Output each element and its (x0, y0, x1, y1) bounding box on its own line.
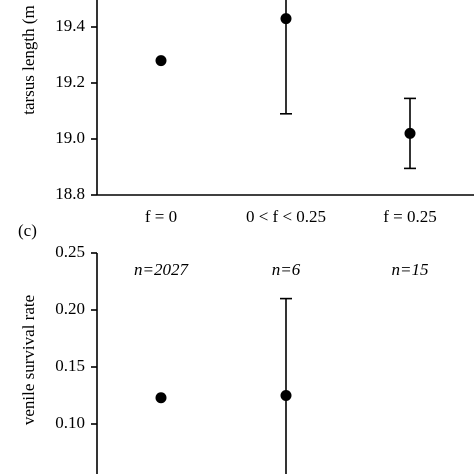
point (280, 13, 292, 25)
x-tick-label: 0 < f < 0.25 (246, 207, 326, 226)
y-tick-label: 0.15 (55, 356, 85, 375)
panel-label: (c) (18, 221, 37, 240)
annotation: n=6 (272, 260, 301, 279)
x-tick-label: f = 0 (145, 207, 177, 226)
y-tick-label: 19.4 (55, 16, 85, 35)
point (155, 392, 167, 404)
y-tick-label: 0.25 (55, 242, 85, 261)
y-axis-label: venile survival rate (19, 295, 38, 425)
y-tick-label: 0.20 (55, 299, 85, 318)
annotation: n=15 (392, 260, 429, 279)
annotation: n=2027 (134, 260, 189, 279)
y-tick-label: 19.2 (55, 72, 85, 91)
point (280, 390, 292, 401)
y-axis-label: tarsus length (m (19, 5, 38, 115)
point (404, 127, 416, 139)
y-tick-label: 0.10 (55, 413, 85, 432)
y-tick-label: 19.0 (55, 128, 85, 147)
point (155, 55, 167, 67)
x-tick-label: f = 0.25 (383, 207, 437, 226)
y-tick-label: 18.8 (55, 184, 85, 203)
